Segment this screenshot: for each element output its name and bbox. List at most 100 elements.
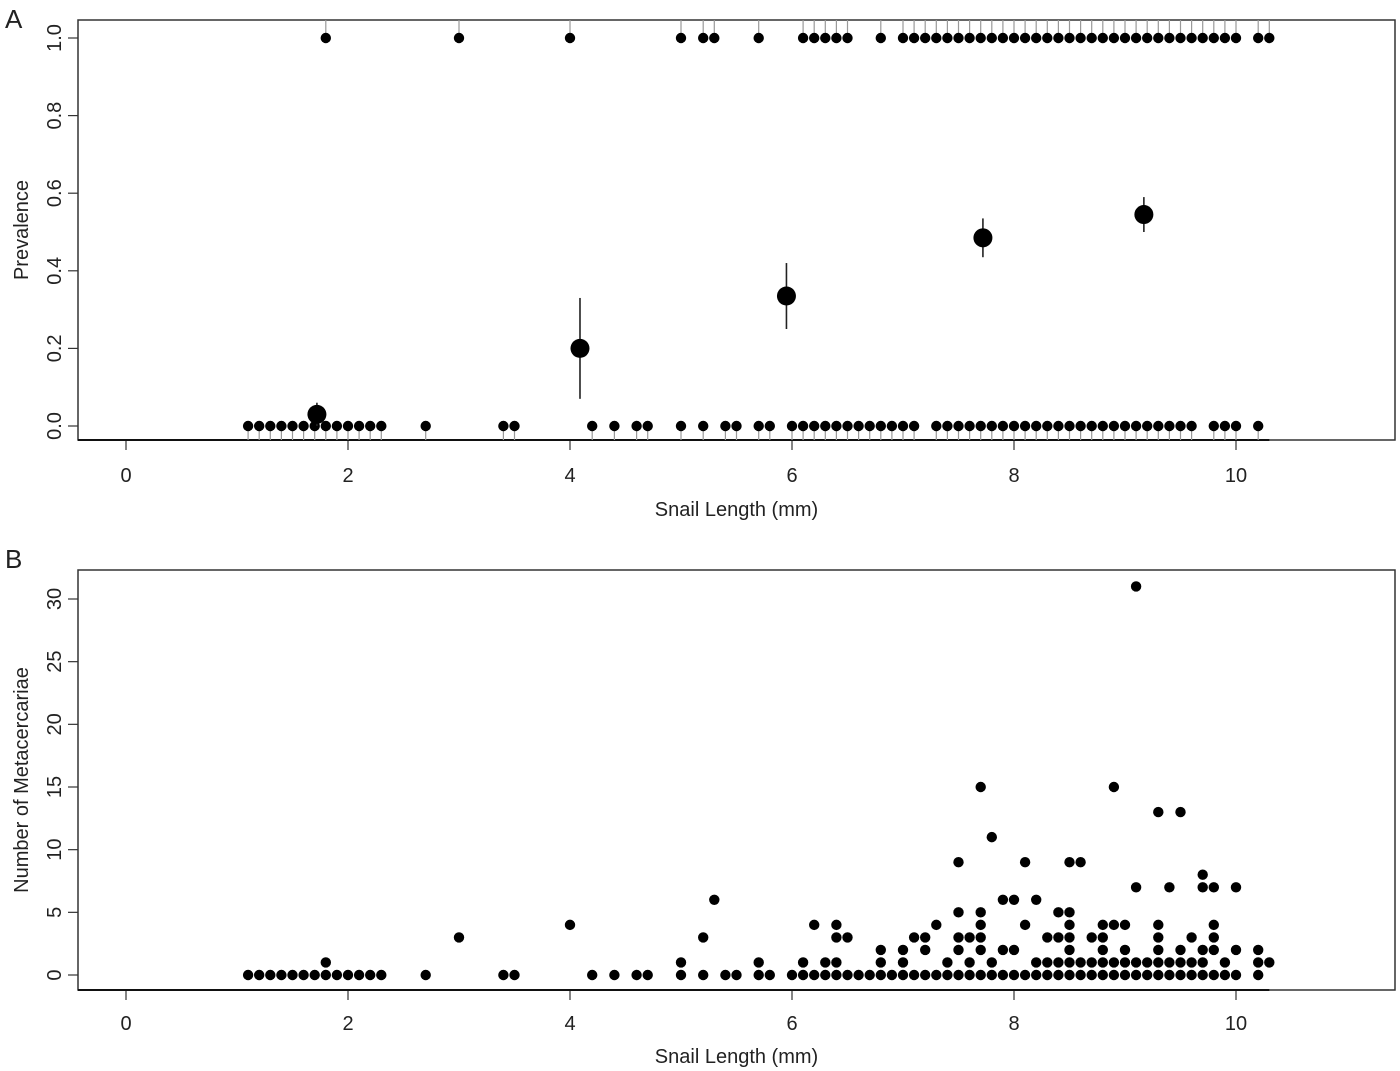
y-tick-label: 5 xyxy=(44,907,66,918)
data-point xyxy=(964,32,975,44)
data-point xyxy=(1208,944,1220,956)
y-tick-label: 0.4 xyxy=(44,257,66,285)
data-point xyxy=(1219,969,1231,981)
data-point xyxy=(1031,894,1042,905)
data-point xyxy=(831,32,842,44)
data-point xyxy=(1164,969,1175,981)
mean-point xyxy=(570,338,590,358)
data-point xyxy=(1086,420,1097,432)
data-point xyxy=(1119,919,1131,931)
data-point xyxy=(1130,32,1142,44)
data-point xyxy=(1219,420,1231,432)
data-point xyxy=(320,969,331,981)
data-point xyxy=(820,957,831,968)
data-point xyxy=(1019,919,1031,931)
data-point xyxy=(1164,420,1175,432)
data-point xyxy=(1075,857,1086,868)
data-point xyxy=(1075,969,1086,981)
data-point xyxy=(1186,969,1197,981)
data-point xyxy=(631,420,642,432)
y-tick-label: 0.0 xyxy=(44,412,66,440)
data-point xyxy=(1086,957,1097,968)
data-point xyxy=(1064,932,1075,943)
data-point xyxy=(1019,32,1031,44)
data-point xyxy=(975,781,986,793)
data-point xyxy=(1097,919,1109,931)
data-point xyxy=(720,969,731,981)
data-point xyxy=(420,969,431,981)
x-tick-label: 2 xyxy=(342,465,353,487)
data-point xyxy=(420,420,431,432)
data-point xyxy=(809,919,820,931)
data-point xyxy=(897,32,909,44)
data-point xyxy=(1130,969,1142,981)
data-point xyxy=(1097,932,1109,943)
panel-letter: B xyxy=(5,544,22,574)
data-point xyxy=(953,857,964,868)
data-point xyxy=(254,969,265,981)
data-point xyxy=(1153,32,1164,44)
data-point xyxy=(1075,32,1086,44)
data-point xyxy=(1008,894,1020,905)
data-point xyxy=(875,32,886,44)
data-point xyxy=(1008,944,1020,956)
data-point xyxy=(1175,420,1186,432)
data-point xyxy=(564,32,576,44)
data-point xyxy=(753,420,764,432)
data-point xyxy=(1108,781,1120,793)
data-point xyxy=(1053,907,1064,918)
panel-letter: A xyxy=(5,4,23,34)
data-point xyxy=(1197,944,1208,956)
data-point xyxy=(920,32,931,44)
data-point xyxy=(1175,806,1186,818)
mean-point xyxy=(973,228,993,248)
data-point xyxy=(875,944,886,956)
data-point xyxy=(298,420,309,432)
data-point xyxy=(242,420,254,432)
data-point xyxy=(1230,32,1242,44)
data-point xyxy=(931,919,942,931)
data-point xyxy=(920,969,931,981)
data-point xyxy=(1153,806,1164,818)
data-point xyxy=(1264,957,1275,968)
data-point xyxy=(1130,581,1142,592)
data-point xyxy=(1142,32,1153,44)
data-point xyxy=(453,932,465,943)
mean-point xyxy=(1134,205,1154,225)
data-point xyxy=(953,420,964,432)
data-point xyxy=(265,969,276,981)
data-point xyxy=(1186,420,1197,432)
data-point xyxy=(1208,420,1220,432)
data-point xyxy=(942,969,953,981)
data-point xyxy=(1119,957,1131,968)
data-point xyxy=(797,969,809,981)
data-point xyxy=(1019,420,1031,432)
data-point xyxy=(1119,420,1131,432)
data-point xyxy=(975,969,986,981)
data-point xyxy=(1164,957,1175,968)
data-point xyxy=(698,32,709,44)
data-point xyxy=(964,420,975,432)
data-point xyxy=(875,957,886,968)
data-point xyxy=(1097,944,1109,956)
data-point xyxy=(1230,420,1242,432)
data-point xyxy=(875,969,886,981)
data-point xyxy=(964,957,975,968)
y-tick-label: 20 xyxy=(44,713,66,735)
data-point xyxy=(764,420,775,432)
data-point xyxy=(1075,420,1086,432)
data-point xyxy=(376,420,387,432)
x-tick-label: 4 xyxy=(564,1013,575,1035)
data-point xyxy=(797,32,809,44)
data-point xyxy=(853,969,864,981)
data-point xyxy=(276,969,287,981)
data-point xyxy=(908,32,920,44)
data-point xyxy=(1064,969,1075,981)
data-point xyxy=(997,944,1009,956)
data-point xyxy=(953,32,964,44)
data-point xyxy=(709,894,720,905)
data-point xyxy=(831,969,842,981)
x-tick-label: 8 xyxy=(1008,1013,1019,1035)
y-axis-title: Prevalence xyxy=(11,180,33,280)
data-point xyxy=(1019,969,1031,981)
